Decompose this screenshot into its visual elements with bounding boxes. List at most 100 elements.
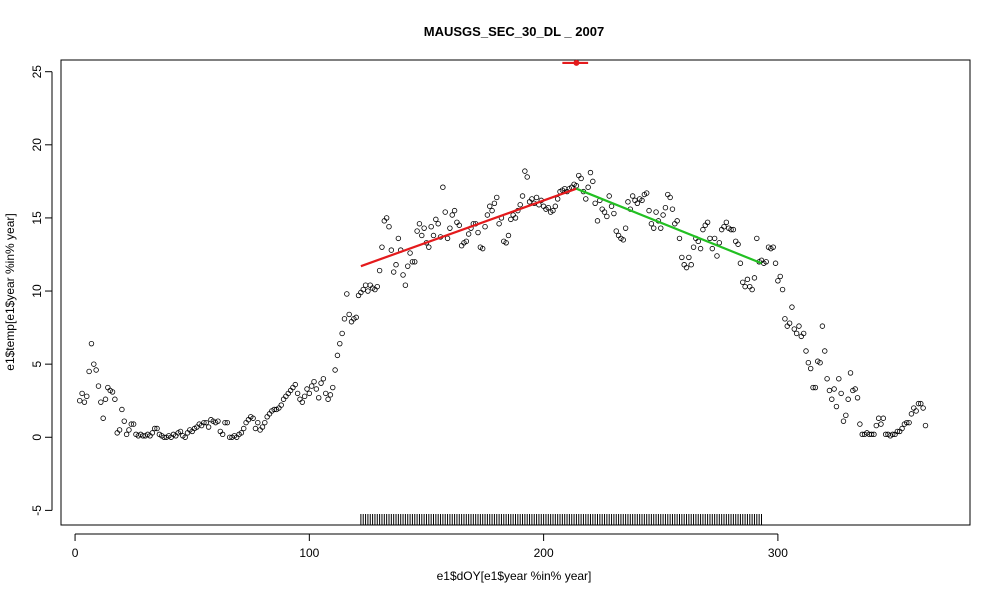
data-point	[829, 396, 835, 402]
data-point	[121, 418, 127, 424]
y-tick-label: -5	[30, 505, 44, 516]
data-point	[390, 269, 397, 275]
data-point	[262, 419, 268, 426]
data-point	[622, 225, 629, 231]
data-point	[578, 175, 584, 182]
data-point	[533, 194, 540, 201]
data-point	[98, 399, 104, 405]
data-point	[918, 400, 924, 407]
data-point	[550, 207, 556, 214]
data-point	[304, 386, 310, 392]
data-point	[770, 244, 776, 250]
data-point	[643, 190, 650, 196]
data-point	[177, 428, 184, 435]
data-point	[224, 419, 231, 426]
data-point	[789, 304, 795, 310]
data-point	[337, 340, 343, 347]
data-point	[130, 421, 137, 427]
data-point	[838, 390, 844, 397]
data-point	[545, 204, 551, 211]
data-point	[154, 425, 160, 432]
data-point	[435, 221, 441, 227]
data-point	[388, 247, 395, 253]
data-point	[590, 178, 596, 185]
data-point	[405, 263, 411, 269]
data-point	[402, 282, 409, 288]
data-point	[241, 425, 247, 432]
data-point	[365, 288, 371, 294]
data-point	[419, 232, 425, 239]
data-point	[737, 260, 744, 266]
y-tick-label: 15	[30, 211, 44, 225]
data-point	[250, 415, 256, 421]
x-tick-label: 300	[768, 546, 788, 560]
data-point	[906, 419, 912, 426]
data-point	[294, 390, 301, 397]
data-point	[292, 381, 298, 388]
data-point	[447, 225, 453, 231]
data-point	[505, 232, 512, 239]
data-point	[77, 398, 83, 404]
data-point	[84, 393, 90, 400]
data-point	[519, 193, 526, 199]
data-point	[805, 359, 812, 366]
data-point	[651, 225, 657, 231]
data-point	[686, 254, 692, 261]
data-point	[807, 365, 814, 372]
data-point	[730, 226, 737, 233]
data-point	[852, 386, 858, 392]
data-point	[421, 225, 427, 231]
data-point	[259, 424, 266, 430]
data-point	[922, 422, 929, 429]
data-point	[152, 425, 158, 432]
data-point	[86, 368, 92, 375]
data-point	[880, 415, 887, 421]
data-point	[456, 222, 462, 228]
data-point	[376, 267, 383, 274]
data-point	[587, 169, 594, 176]
data-point	[873, 422, 879, 429]
data-point	[803, 348, 809, 354]
data-point	[775, 278, 781, 284]
data-point	[920, 405, 926, 411]
data-point	[320, 376, 327, 382]
data-point	[91, 361, 97, 367]
data-point	[667, 194, 673, 201]
data-point	[442, 209, 448, 215]
data-point	[639, 197, 645, 204]
data-point	[859, 431, 865, 438]
data-point	[529, 196, 535, 202]
data-point	[449, 212, 455, 218]
data-point	[592, 200, 598, 207]
data-point	[676, 235, 683, 242]
data-point	[817, 359, 823, 366]
data-point	[353, 314, 359, 321]
data-point	[620, 237, 626, 243]
data-points	[77, 168, 929, 440]
data-point	[491, 200, 498, 207]
data-point	[819, 323, 826, 329]
data-point	[845, 396, 851, 402]
data-point	[109, 389, 116, 395]
data-point	[433, 216, 439, 223]
y-tick-label: 0	[30, 434, 44, 441]
data-point	[669, 206, 676, 212]
data-point	[149, 430, 156, 436]
data-point	[496, 221, 502, 227]
data-point	[674, 218, 680, 224]
data-point	[777, 273, 783, 280]
data-point	[480, 245, 486, 252]
rug-marks	[360, 514, 762, 525]
data-point	[583, 196, 589, 202]
data-point	[161, 434, 167, 440]
data-point	[606, 193, 612, 199]
data-point	[512, 215, 519, 221]
data-point	[913, 408, 919, 414]
data-point	[489, 207, 495, 214]
data-point	[341, 316, 348, 322]
data-point	[662, 204, 669, 211]
data-point	[487, 203, 493, 209]
data-point	[908, 411, 915, 417]
data-point	[395, 235, 402, 242]
